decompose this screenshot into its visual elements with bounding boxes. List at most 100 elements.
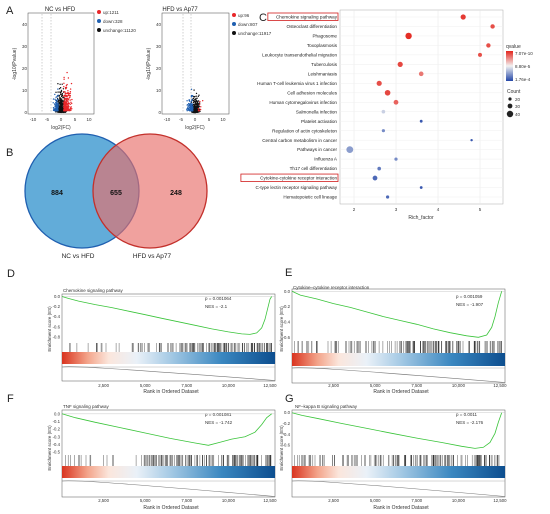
- point-down: [188, 109, 190, 111]
- venn-diagram: 884 655 248 NC vs HFD HFD vs Ap77: [24, 133, 208, 260]
- kegg-bubble-chart: Chemokine signaling pathway Osteoclast di…: [240, 9, 533, 221]
- point-up: [64, 100, 66, 102]
- point-down: [190, 96, 192, 98]
- x-tick-label: 12,500: [493, 498, 507, 503]
- point-unchanged: [59, 102, 61, 104]
- point-unchanged: [59, 87, 62, 89]
- point-unchanged: [61, 107, 63, 110]
- legend-label-unchange: unchange:11917: [238, 31, 272, 36]
- y-tick-label: 40: [156, 22, 162, 27]
- x-tick-label: 10: [86, 117, 92, 122]
- point-up: [67, 77, 70, 79]
- point-unchanged: [61, 83, 63, 85]
- pathway-label: Regulation of actin cytoskeleton: [272, 128, 337, 133]
- point-down: [54, 98, 56, 101]
- x-tick-label: 12,500: [263, 383, 277, 388]
- y-tick-label: -0.4: [283, 319, 291, 324]
- venn-set-hfd-vs-ap77: [92, 133, 208, 249]
- point-unchanged: [60, 94, 62, 96]
- gsea-title: Cytokine–cytokine receptor interaction: [293, 285, 370, 290]
- bubble: [381, 109, 386, 114]
- volcano-points: [186, 88, 204, 114]
- x-tick-label: -10: [30, 117, 37, 122]
- point-up: [71, 102, 73, 105]
- pathway-label: Human cytomegalovirus infection: [269, 100, 337, 105]
- point-up: [68, 105, 70, 108]
- rank-color-bar: [62, 352, 275, 364]
- x-tick-label: 7,500: [181, 383, 192, 388]
- y-tick-label: -0.3: [53, 434, 61, 439]
- panel-label-d: D: [7, 268, 15, 280]
- point-down: [52, 107, 55, 109]
- point-unchanged: [59, 91, 62, 94]
- ranked-metric-curve: [291, 480, 506, 497]
- point-up: [63, 109, 65, 111]
- y-tick-label: -0.2: [53, 304, 61, 309]
- point-unchanged: [55, 91, 57, 94]
- point-unchanged: [59, 107, 61, 110]
- y-tick-label: -0.6: [53, 324, 61, 329]
- point-up: [69, 99, 71, 101]
- panel-label-a: A: [6, 5, 14, 17]
- point-down: [54, 108, 57, 110]
- point-down: [187, 106, 189, 108]
- bubble: [377, 166, 382, 171]
- x-tick-label: 5,000: [370, 383, 381, 388]
- y-axis-label: Enrichment score (ES): [279, 306, 284, 352]
- y-tick-label: 0.0: [54, 411, 61, 416]
- point-up: [63, 102, 66, 104]
- point-unchanged: [193, 111, 195, 114]
- point-unchanged: [59, 83, 61, 86]
- point-up: [65, 85, 68, 87]
- bubble: [419, 186, 423, 189]
- gsea-nes: NES = -2.176: [456, 420, 484, 425]
- enrichment-curve: [291, 290, 503, 338]
- point-unchanged: [196, 101, 199, 103]
- point-up: [200, 106, 202, 108]
- count-legend-dot: [508, 97, 512, 101]
- bubble: [397, 61, 403, 67]
- gsea-p-value: p = 0.001081: [205, 412, 232, 417]
- pathway-label: Phagosome: [312, 34, 337, 39]
- point-down: [57, 98, 59, 101]
- point-unchanged: [198, 102, 201, 104]
- point-up: [199, 103, 201, 106]
- point-unchanged: [193, 109, 196, 111]
- enrichment-curve: [61, 296, 273, 335]
- legend-label-down: down:807: [238, 22, 258, 27]
- x-tick-label: 4: [437, 207, 440, 212]
- x-tick-label: 10,000: [222, 383, 236, 388]
- point-unchanged: [196, 97, 198, 99]
- point-up: [70, 109, 72, 112]
- plot-frame: [61, 293, 276, 382]
- pathway-label: Human T-cell leukemia virus 1 infection: [257, 81, 337, 86]
- point-unchanged: [57, 91, 59, 93]
- point-down: [186, 110, 188, 112]
- point-up: [67, 101, 69, 103]
- legend-swatch-down: [232, 22, 236, 26]
- pathway-label: Cell adhesion molecules: [287, 90, 337, 95]
- count-legend-label: 30: [515, 104, 521, 109]
- y-tick-label: -0.6: [283, 335, 291, 340]
- x-tick-label: 12,500: [493, 383, 507, 388]
- point-down: [189, 110, 192, 112]
- point-up: [70, 101, 72, 104]
- legend-swatch-unchange: [232, 31, 236, 35]
- count-legend-dot: [507, 103, 513, 109]
- bubble: [478, 52, 482, 57]
- point-down: [57, 109, 59, 112]
- legend-label-up: up:1211: [103, 10, 119, 15]
- y-tick-label: 30: [22, 44, 28, 49]
- y-axis-label: Enrichment score (ES): [47, 425, 52, 471]
- x-tick-label: 10,000: [452, 498, 466, 503]
- x-tick-label: -5: [45, 117, 49, 122]
- point-up: [65, 105, 68, 108]
- y-tick-label: -0.6: [283, 443, 291, 448]
- gsea-nes: NES = -1.742: [205, 420, 233, 425]
- point-down: [186, 108, 188, 111]
- qvalue-legend-label: 7.07e-10: [515, 51, 533, 56]
- point-down: [55, 110, 58, 112]
- point-unchanged: [195, 111, 197, 114]
- point-down: [55, 96, 57, 99]
- qvalue-colorbar: [506, 51, 513, 81]
